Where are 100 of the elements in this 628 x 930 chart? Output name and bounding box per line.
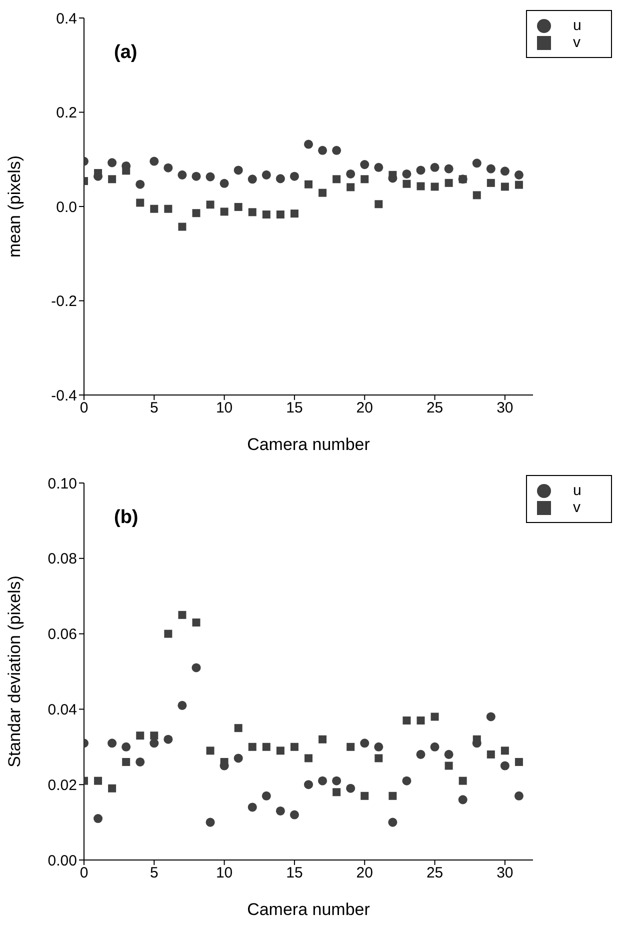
point xyxy=(318,735,327,744)
point xyxy=(360,160,370,170)
point xyxy=(150,204,158,213)
point xyxy=(94,814,103,824)
y-tick-label: 0.04 xyxy=(48,702,77,719)
y-axis-title: Standar deviation (pixels) xyxy=(5,576,24,768)
point xyxy=(150,732,158,740)
point xyxy=(262,791,271,800)
point xyxy=(304,780,314,790)
point xyxy=(164,163,173,172)
point xyxy=(304,754,312,762)
point xyxy=(290,742,298,751)
x-tick-label: 10 xyxy=(216,864,233,882)
point xyxy=(332,788,341,796)
point xyxy=(164,204,172,213)
point xyxy=(318,776,328,786)
point xyxy=(332,175,341,184)
point xyxy=(374,162,384,172)
x-tick-label: 0 xyxy=(80,864,88,882)
point xyxy=(164,630,172,638)
point xyxy=(416,716,425,725)
text: (a) xyxy=(114,42,138,64)
x-tick-label: 20 xyxy=(356,864,373,882)
point xyxy=(136,198,144,207)
point xyxy=(444,164,454,174)
point xyxy=(486,712,496,722)
point xyxy=(458,795,468,804)
y-tick-label: 0.4 xyxy=(56,10,77,28)
x-tick-label: 25 xyxy=(426,864,444,882)
point xyxy=(136,732,144,740)
point xyxy=(458,776,467,785)
point xyxy=(346,742,355,751)
point xyxy=(416,182,425,190)
point xyxy=(402,776,412,786)
point xyxy=(500,761,510,770)
legend-label: u xyxy=(573,17,582,34)
point xyxy=(514,758,523,766)
legend-label: v xyxy=(573,499,580,516)
point xyxy=(514,170,524,180)
point xyxy=(192,663,201,672)
point xyxy=(122,758,130,766)
point xyxy=(402,169,412,178)
point xyxy=(262,210,270,219)
point xyxy=(290,172,299,181)
point xyxy=(150,738,159,748)
point xyxy=(346,169,356,178)
point xyxy=(514,180,523,189)
point xyxy=(150,156,159,166)
x-tick-label: 30 xyxy=(496,400,514,417)
x-tick-label: 5 xyxy=(150,400,158,417)
point xyxy=(220,178,229,188)
y-tick-label: 0.0 xyxy=(56,198,77,216)
point xyxy=(108,158,117,168)
point xyxy=(234,166,243,175)
point xyxy=(444,762,453,770)
point xyxy=(346,784,356,793)
point xyxy=(234,202,242,211)
text: (b) xyxy=(114,507,138,529)
point xyxy=(374,200,383,208)
point xyxy=(220,208,228,216)
point xyxy=(416,166,426,175)
point xyxy=(234,754,243,763)
legend-label: v xyxy=(573,34,580,51)
point xyxy=(346,183,355,192)
point xyxy=(472,158,482,168)
point xyxy=(304,180,312,188)
point xyxy=(444,178,453,187)
point xyxy=(388,792,397,800)
point xyxy=(164,734,173,744)
point xyxy=(430,742,440,752)
point xyxy=(500,182,509,191)
point xyxy=(248,174,257,184)
y-axis-title: mean (pixels) xyxy=(5,155,24,258)
point xyxy=(514,791,524,800)
point xyxy=(248,802,257,812)
point xyxy=(94,776,102,785)
point xyxy=(276,210,284,219)
x-tick-label: 30 xyxy=(496,864,514,882)
x-axis-title: Camera number xyxy=(247,900,370,919)
point xyxy=(192,618,200,626)
point xyxy=(360,792,369,800)
point xyxy=(248,742,256,751)
point xyxy=(430,162,440,172)
point xyxy=(318,188,327,197)
y-tick-label: -0.2 xyxy=(51,293,77,310)
point xyxy=(136,180,145,189)
point xyxy=(458,175,467,184)
point xyxy=(388,818,398,827)
point xyxy=(262,742,270,751)
point xyxy=(206,200,214,209)
point xyxy=(192,172,201,181)
point xyxy=(360,175,369,184)
point xyxy=(430,182,439,191)
x-tick-label: 10 xyxy=(216,400,233,417)
point xyxy=(402,180,411,188)
point xyxy=(486,164,496,174)
point xyxy=(472,191,481,200)
x-tick-label: 20 xyxy=(356,400,373,417)
y-tick-label: 0.02 xyxy=(48,776,77,794)
point xyxy=(122,166,130,175)
